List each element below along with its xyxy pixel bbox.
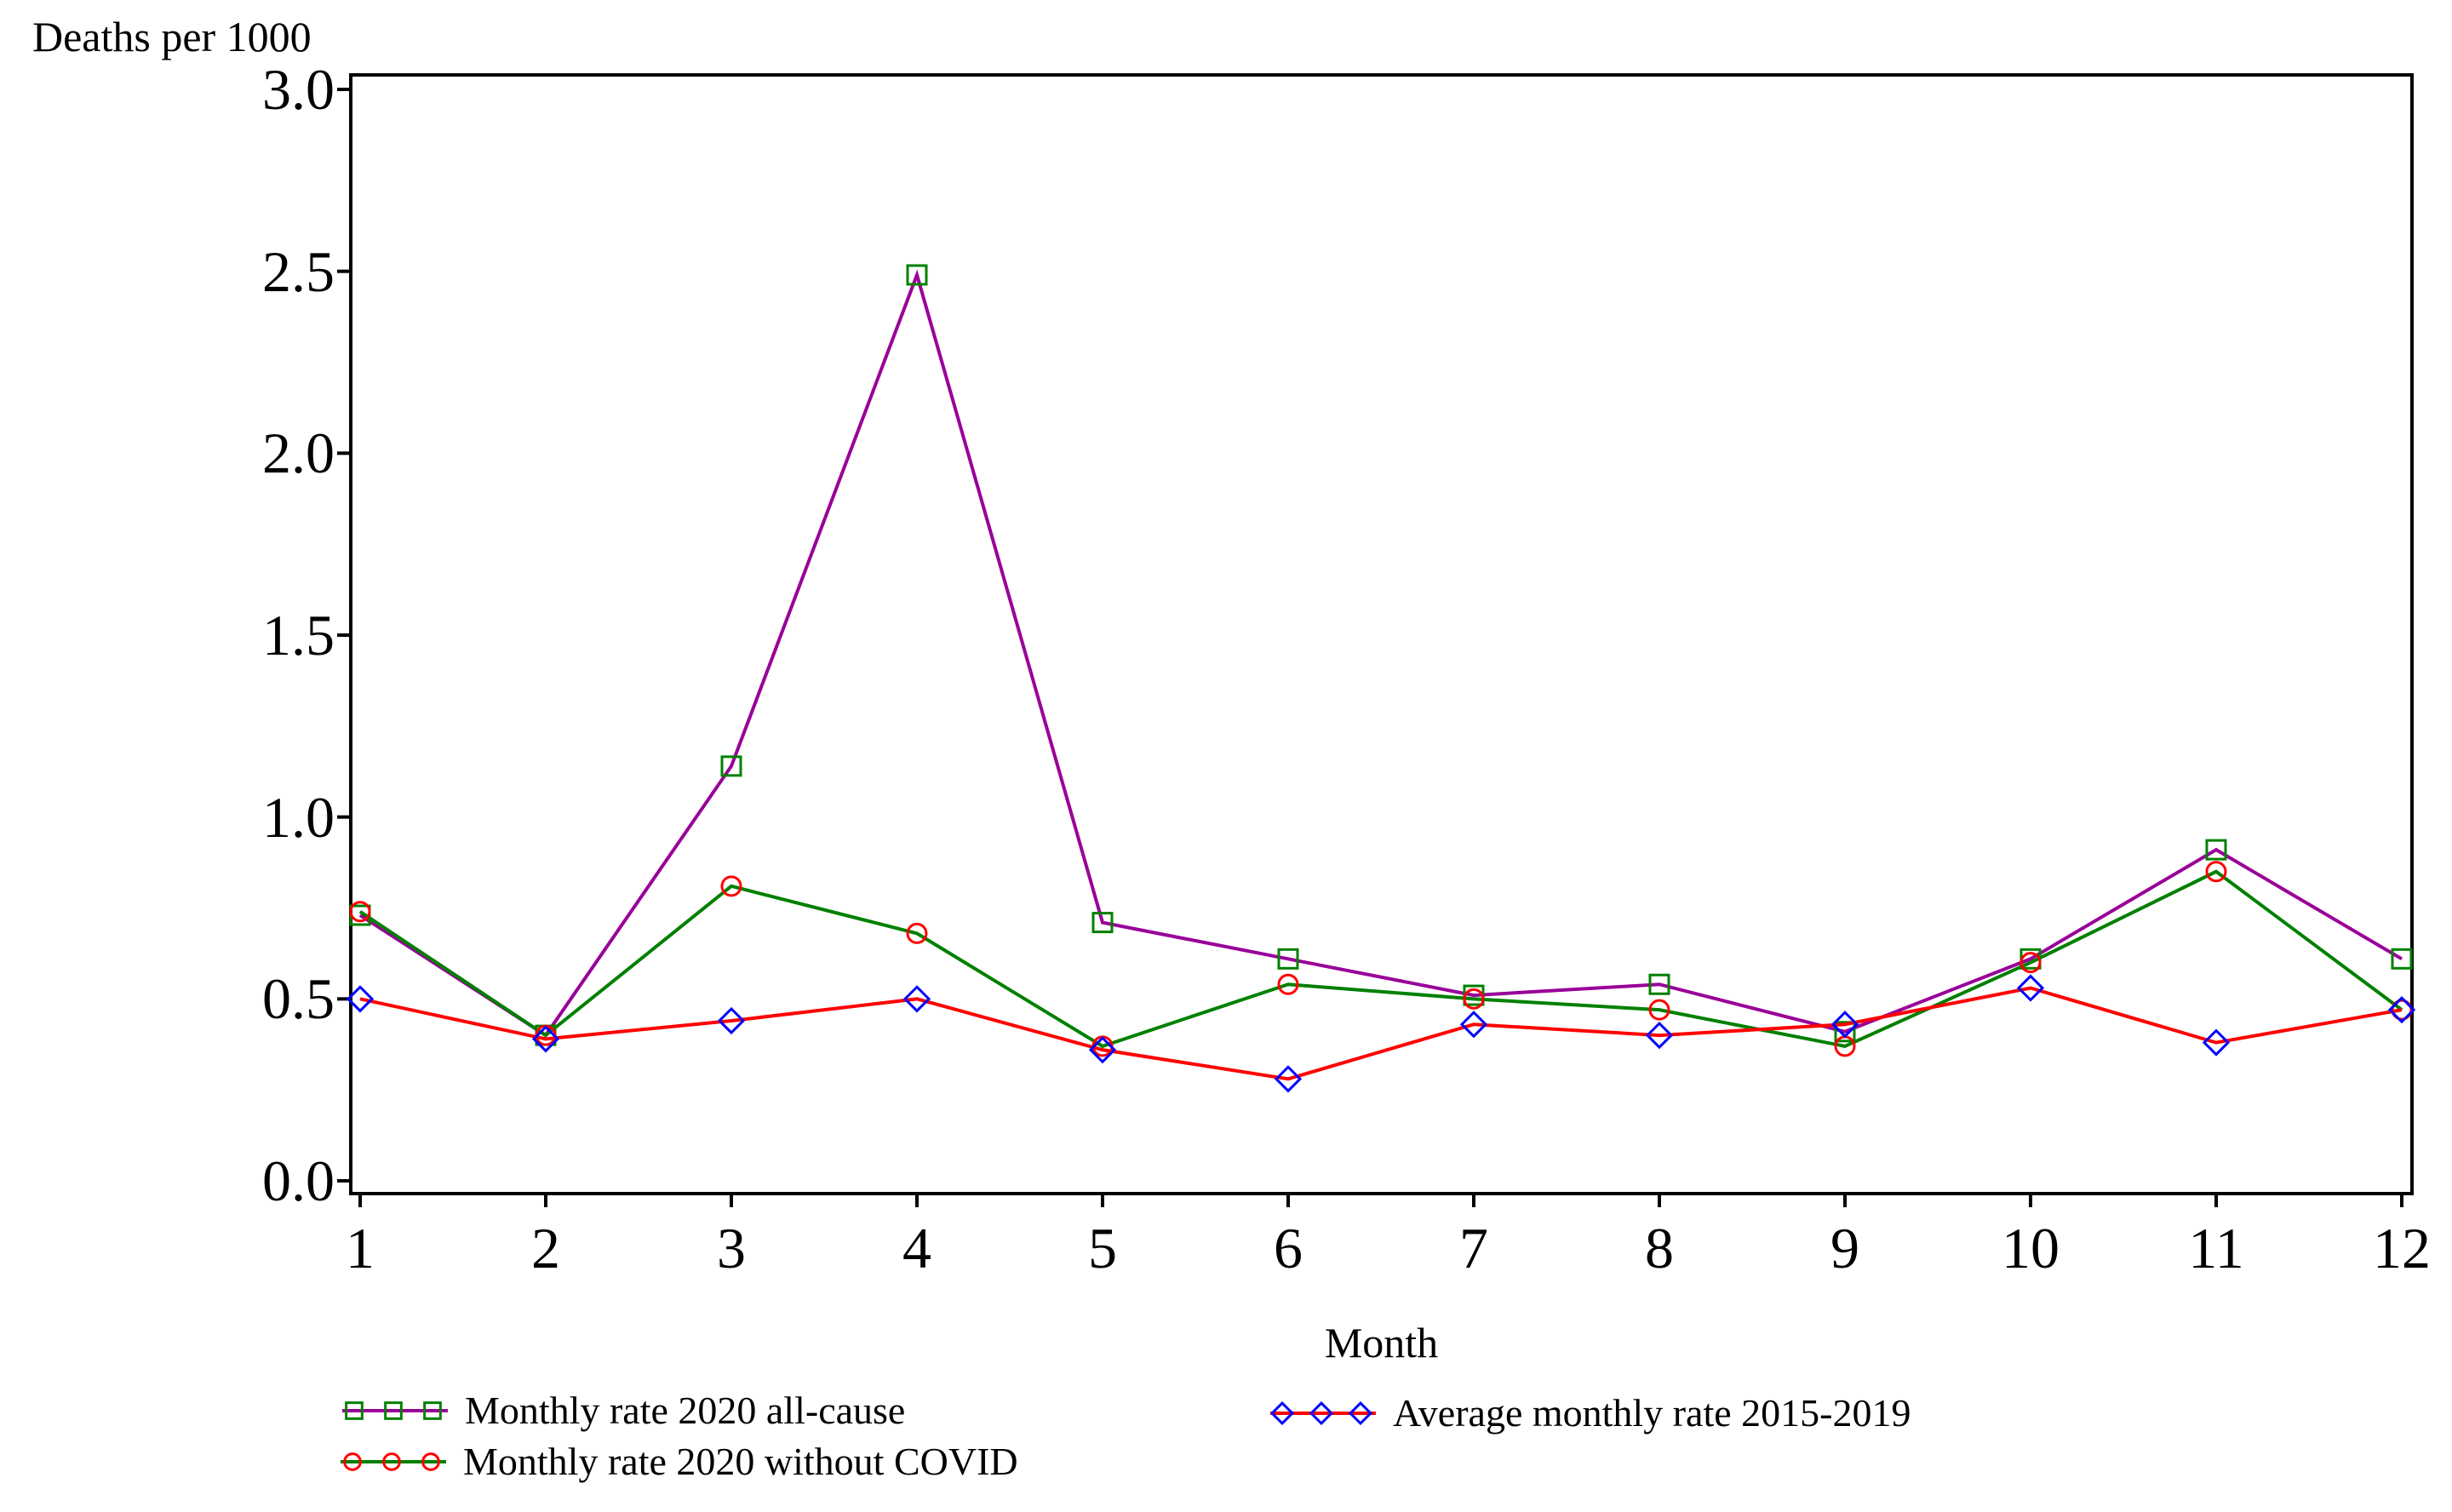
x-tick-label: 1 xyxy=(346,1216,375,1280)
x-axis-title: Month xyxy=(1324,1319,1439,1366)
x-tick-label: 3 xyxy=(717,1216,746,1280)
legend-label-without-covid: Monthly rate 2020 without COVID xyxy=(463,1440,1018,1483)
legend-label-average: Average monthly rate 2015-2019 xyxy=(1393,1391,1911,1435)
y-tick-label: 3.0 xyxy=(262,57,335,122)
marker-circle xyxy=(1277,973,1299,995)
marker-diamond xyxy=(1309,1400,1334,1425)
marker-square xyxy=(423,1400,442,1420)
x-tick-label: 10 xyxy=(2002,1216,2060,1280)
marker-square xyxy=(1277,948,1299,970)
y-tick-label: 1.0 xyxy=(262,784,335,850)
x-tick-label: 8 xyxy=(1645,1216,1674,1280)
marker-diamond xyxy=(1830,1011,1859,1039)
x-tick-label: 7 xyxy=(1459,1216,1488,1280)
marker-diamond xyxy=(1274,1065,1303,1093)
marker-square xyxy=(2391,948,2413,970)
marker-circle xyxy=(2019,952,2042,974)
marker-circle xyxy=(382,1452,401,1471)
marker-square xyxy=(2205,839,2227,861)
marker-diamond xyxy=(531,1025,560,1053)
x-tick-label: 2 xyxy=(531,1216,560,1280)
marker-diamond xyxy=(1348,1400,1373,1425)
marker-square xyxy=(384,1400,403,1420)
legend-marker-circle-icon xyxy=(341,1452,446,1471)
marker-diamond xyxy=(1088,1036,1117,1064)
marker-circle xyxy=(349,901,371,923)
marker-diamond xyxy=(2016,974,2045,1002)
marker-square xyxy=(1648,973,1670,995)
marker-circle xyxy=(1648,999,1670,1021)
marker-diamond xyxy=(2387,996,2416,1024)
y-tick-label: 1.5 xyxy=(262,603,335,667)
legend-label-all-cause: Monthly rate 2020 all-cause xyxy=(465,1389,906,1432)
legend-entry-without-covid: Monthly rate 2020 without COVID xyxy=(339,1439,1018,1484)
y-tick-label: 2.5 xyxy=(262,238,335,304)
x-tick-label: 11 xyxy=(2188,1216,2244,1280)
marker-diamond xyxy=(1645,1021,1674,1050)
marker-diamond xyxy=(902,985,931,1013)
x-tick-label: 12 xyxy=(2373,1216,2431,1280)
marker-square xyxy=(1091,912,1114,934)
marker-diamond xyxy=(717,1006,746,1035)
marker-circle xyxy=(906,922,928,944)
y-axis-title: Deaths per 1000 xyxy=(32,13,312,60)
legend-entry-average: Average monthly rate 2015-2019 xyxy=(1269,1390,1911,1435)
plot-frame xyxy=(349,73,2414,1195)
series-line-1 xyxy=(358,869,2403,1049)
series-line-2 xyxy=(359,986,2403,1081)
legend-entry-all-cause: Monthly rate 2020 all-cause xyxy=(341,1388,905,1433)
marker-diamond xyxy=(2202,1028,2231,1057)
y-tick-label: 0.0 xyxy=(262,1148,335,1213)
y-tick-label: 0.5 xyxy=(262,966,335,1032)
x-tick-label: 9 xyxy=(1830,1216,1859,1280)
marker-square xyxy=(345,1400,364,1420)
marker-circle xyxy=(1463,988,1485,1010)
marker-square xyxy=(906,264,928,286)
legend-marker-diamond-icon xyxy=(1269,1400,1376,1425)
x-tick-label: 4 xyxy=(902,1216,931,1280)
marker-circle xyxy=(343,1452,362,1471)
y-tick-label: 2.0 xyxy=(262,421,335,486)
marker-diamond xyxy=(346,985,375,1013)
series-line-0 xyxy=(358,269,2403,1038)
marker-circle xyxy=(421,1452,440,1471)
legend-marker-square-icon xyxy=(342,1400,448,1420)
x-tick-label: 6 xyxy=(1274,1216,1303,1280)
marker-square xyxy=(1834,1021,1856,1043)
marker-diamond xyxy=(1269,1400,1295,1425)
marker-circle xyxy=(720,875,742,897)
marker-square xyxy=(720,755,742,777)
marker-diamond xyxy=(1459,1011,1488,1039)
x-tick-label: 5 xyxy=(1088,1216,1117,1280)
marker-circle xyxy=(2205,861,2227,883)
